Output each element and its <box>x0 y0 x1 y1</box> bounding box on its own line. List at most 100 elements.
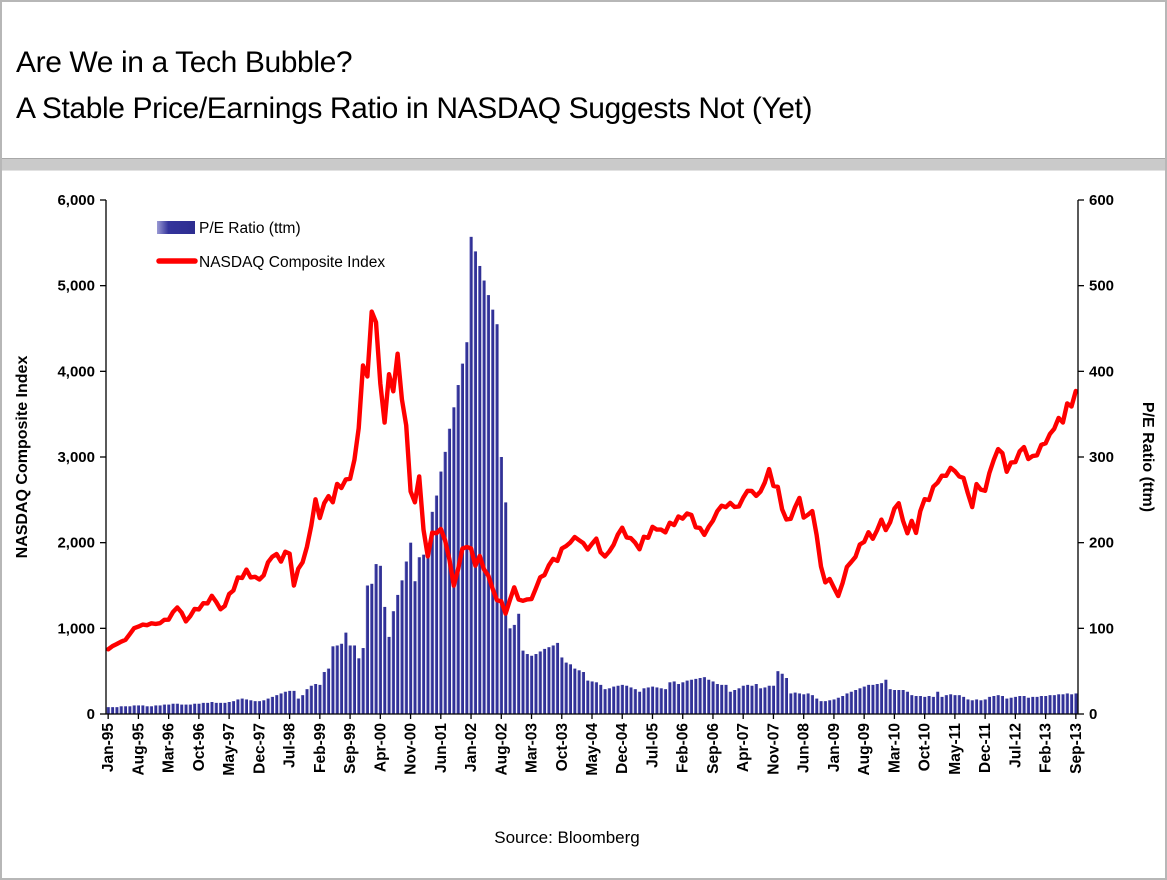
pe-bar <box>408 542 413 714</box>
pe-bar <box>979 700 983 714</box>
pe-bar <box>404 561 408 714</box>
pe-bar <box>763 687 767 714</box>
pe-bar <box>192 703 197 714</box>
x-axis-tick-label: May-11 <box>947 723 964 775</box>
pe-bar <box>162 704 166 714</box>
pe-bar <box>374 564 378 714</box>
pe-bar <box>154 705 158 714</box>
pe-bar <box>832 699 836 714</box>
pe-bar <box>1005 698 1009 714</box>
x-axis-tick-label: Oct-96 <box>191 723 208 772</box>
right-axis-tick-label: 600 <box>1089 192 1114 209</box>
pe-bar <box>357 658 361 714</box>
pe-bar <box>737 688 741 714</box>
source-caption: Source: Bloomberg <box>494 828 640 847</box>
pe-bar <box>136 705 140 714</box>
title-line-2: A Stable Price/Earnings Ratio in NASDAQ … <box>16 92 813 125</box>
pe-bar <box>905 691 909 714</box>
pe-bar <box>663 689 668 714</box>
pe-bar <box>810 695 814 714</box>
pe-bar <box>266 698 270 714</box>
x-axis-tick-label: Oct-03 <box>554 723 571 772</box>
pe-bar <box>326 668 331 714</box>
pe-bar <box>828 700 832 714</box>
right-axis-tick-label: 500 <box>1089 278 1114 295</box>
pe-bar <box>516 613 521 714</box>
pe-bar <box>637 691 642 714</box>
pe-bar <box>879 683 884 714</box>
pe-bar <box>802 694 806 714</box>
x-axis-tick-label: May-97 <box>221 723 238 776</box>
pe-bar <box>871 684 875 714</box>
pe-bar <box>456 385 460 714</box>
right-axis-tick-label: 300 <box>1089 449 1114 466</box>
pe-bar <box>789 693 793 714</box>
pe-bar <box>253 701 257 714</box>
pe-bar <box>149 706 153 714</box>
left-axis-tick-label: 5,000 <box>57 278 95 295</box>
pe-bar <box>910 695 914 714</box>
left-axis-tick-label: 6,000 <box>57 192 95 209</box>
pe-bar <box>262 700 266 714</box>
pe-bar <box>629 687 633 714</box>
pe-bar <box>223 702 227 714</box>
pe-bar <box>771 685 776 714</box>
pe-bar <box>413 581 417 714</box>
pe-bar <box>361 648 365 714</box>
pe-bar <box>396 594 400 714</box>
pe-bar <box>141 705 145 714</box>
pe-bar <box>292 690 296 714</box>
x-axis-tick-label: Feb-13 <box>1038 723 1055 773</box>
pe-bar <box>741 685 745 714</box>
pe-bar <box>875 684 879 714</box>
pe-bar <box>300 695 305 714</box>
pe-bar <box>132 705 136 714</box>
pe-bar <box>1018 696 1022 714</box>
pe-bar <box>590 681 594 714</box>
pe-bar <box>927 696 931 714</box>
pe-bar <box>672 681 676 714</box>
pe-bar <box>236 699 240 714</box>
pe-bar <box>534 654 538 714</box>
pe-bar <box>322 672 326 714</box>
pe-bar <box>158 705 162 714</box>
left-axis-tick-label: 3,000 <box>57 449 95 466</box>
x-axis-tick-label: Mar-03 <box>524 723 541 773</box>
pe-bar <box>529 655 534 714</box>
left-axis-tick-label: 0 <box>87 706 95 723</box>
pe-bar <box>465 342 469 714</box>
legend-label-nasdaq: NASDAQ Composite Index <box>199 254 385 271</box>
title-divider <box>2 158 1165 171</box>
pe-bar <box>948 694 953 714</box>
pe-bar <box>620 684 624 714</box>
x-axis-tick-label: Jul-98 <box>282 723 299 768</box>
x-axis-tick-label: Sep-13 <box>1068 723 1085 774</box>
pe-bar <box>720 684 724 714</box>
pe-bar <box>1013 696 1017 714</box>
pe-bar <box>573 668 577 714</box>
pe-bar <box>884 679 888 714</box>
x-axis-tick-label: Jul-05 <box>644 723 661 768</box>
pe-bar <box>689 679 693 714</box>
pe-bar <box>577 670 581 714</box>
pe-bar <box>370 583 374 714</box>
pe-bar <box>624 685 629 714</box>
pe-bar <box>711 681 715 714</box>
pe-bar <box>210 702 214 714</box>
pe-bar <box>936 691 940 714</box>
pe-bar <box>780 673 784 714</box>
pe-bar <box>197 703 201 714</box>
pe-bar <box>106 707 110 714</box>
x-axis-tick-label: Mar-10 <box>886 723 903 773</box>
pe-bar <box>594 682 598 714</box>
pe-bar <box>443 451 447 714</box>
x-axis-tick-label: Apr-07 <box>735 723 752 772</box>
pe-bar <box>698 678 702 714</box>
pe-bar <box>612 686 616 714</box>
x-axis-tick-label: Jun-01 <box>433 723 450 773</box>
pe-bar <box>313 684 318 714</box>
pe-bar <box>508 628 512 714</box>
x-axis-tick-label: Feb-06 <box>675 723 692 773</box>
left-axis-tick-label: 2,000 <box>57 535 95 552</box>
pe-bar <box>205 702 210 714</box>
